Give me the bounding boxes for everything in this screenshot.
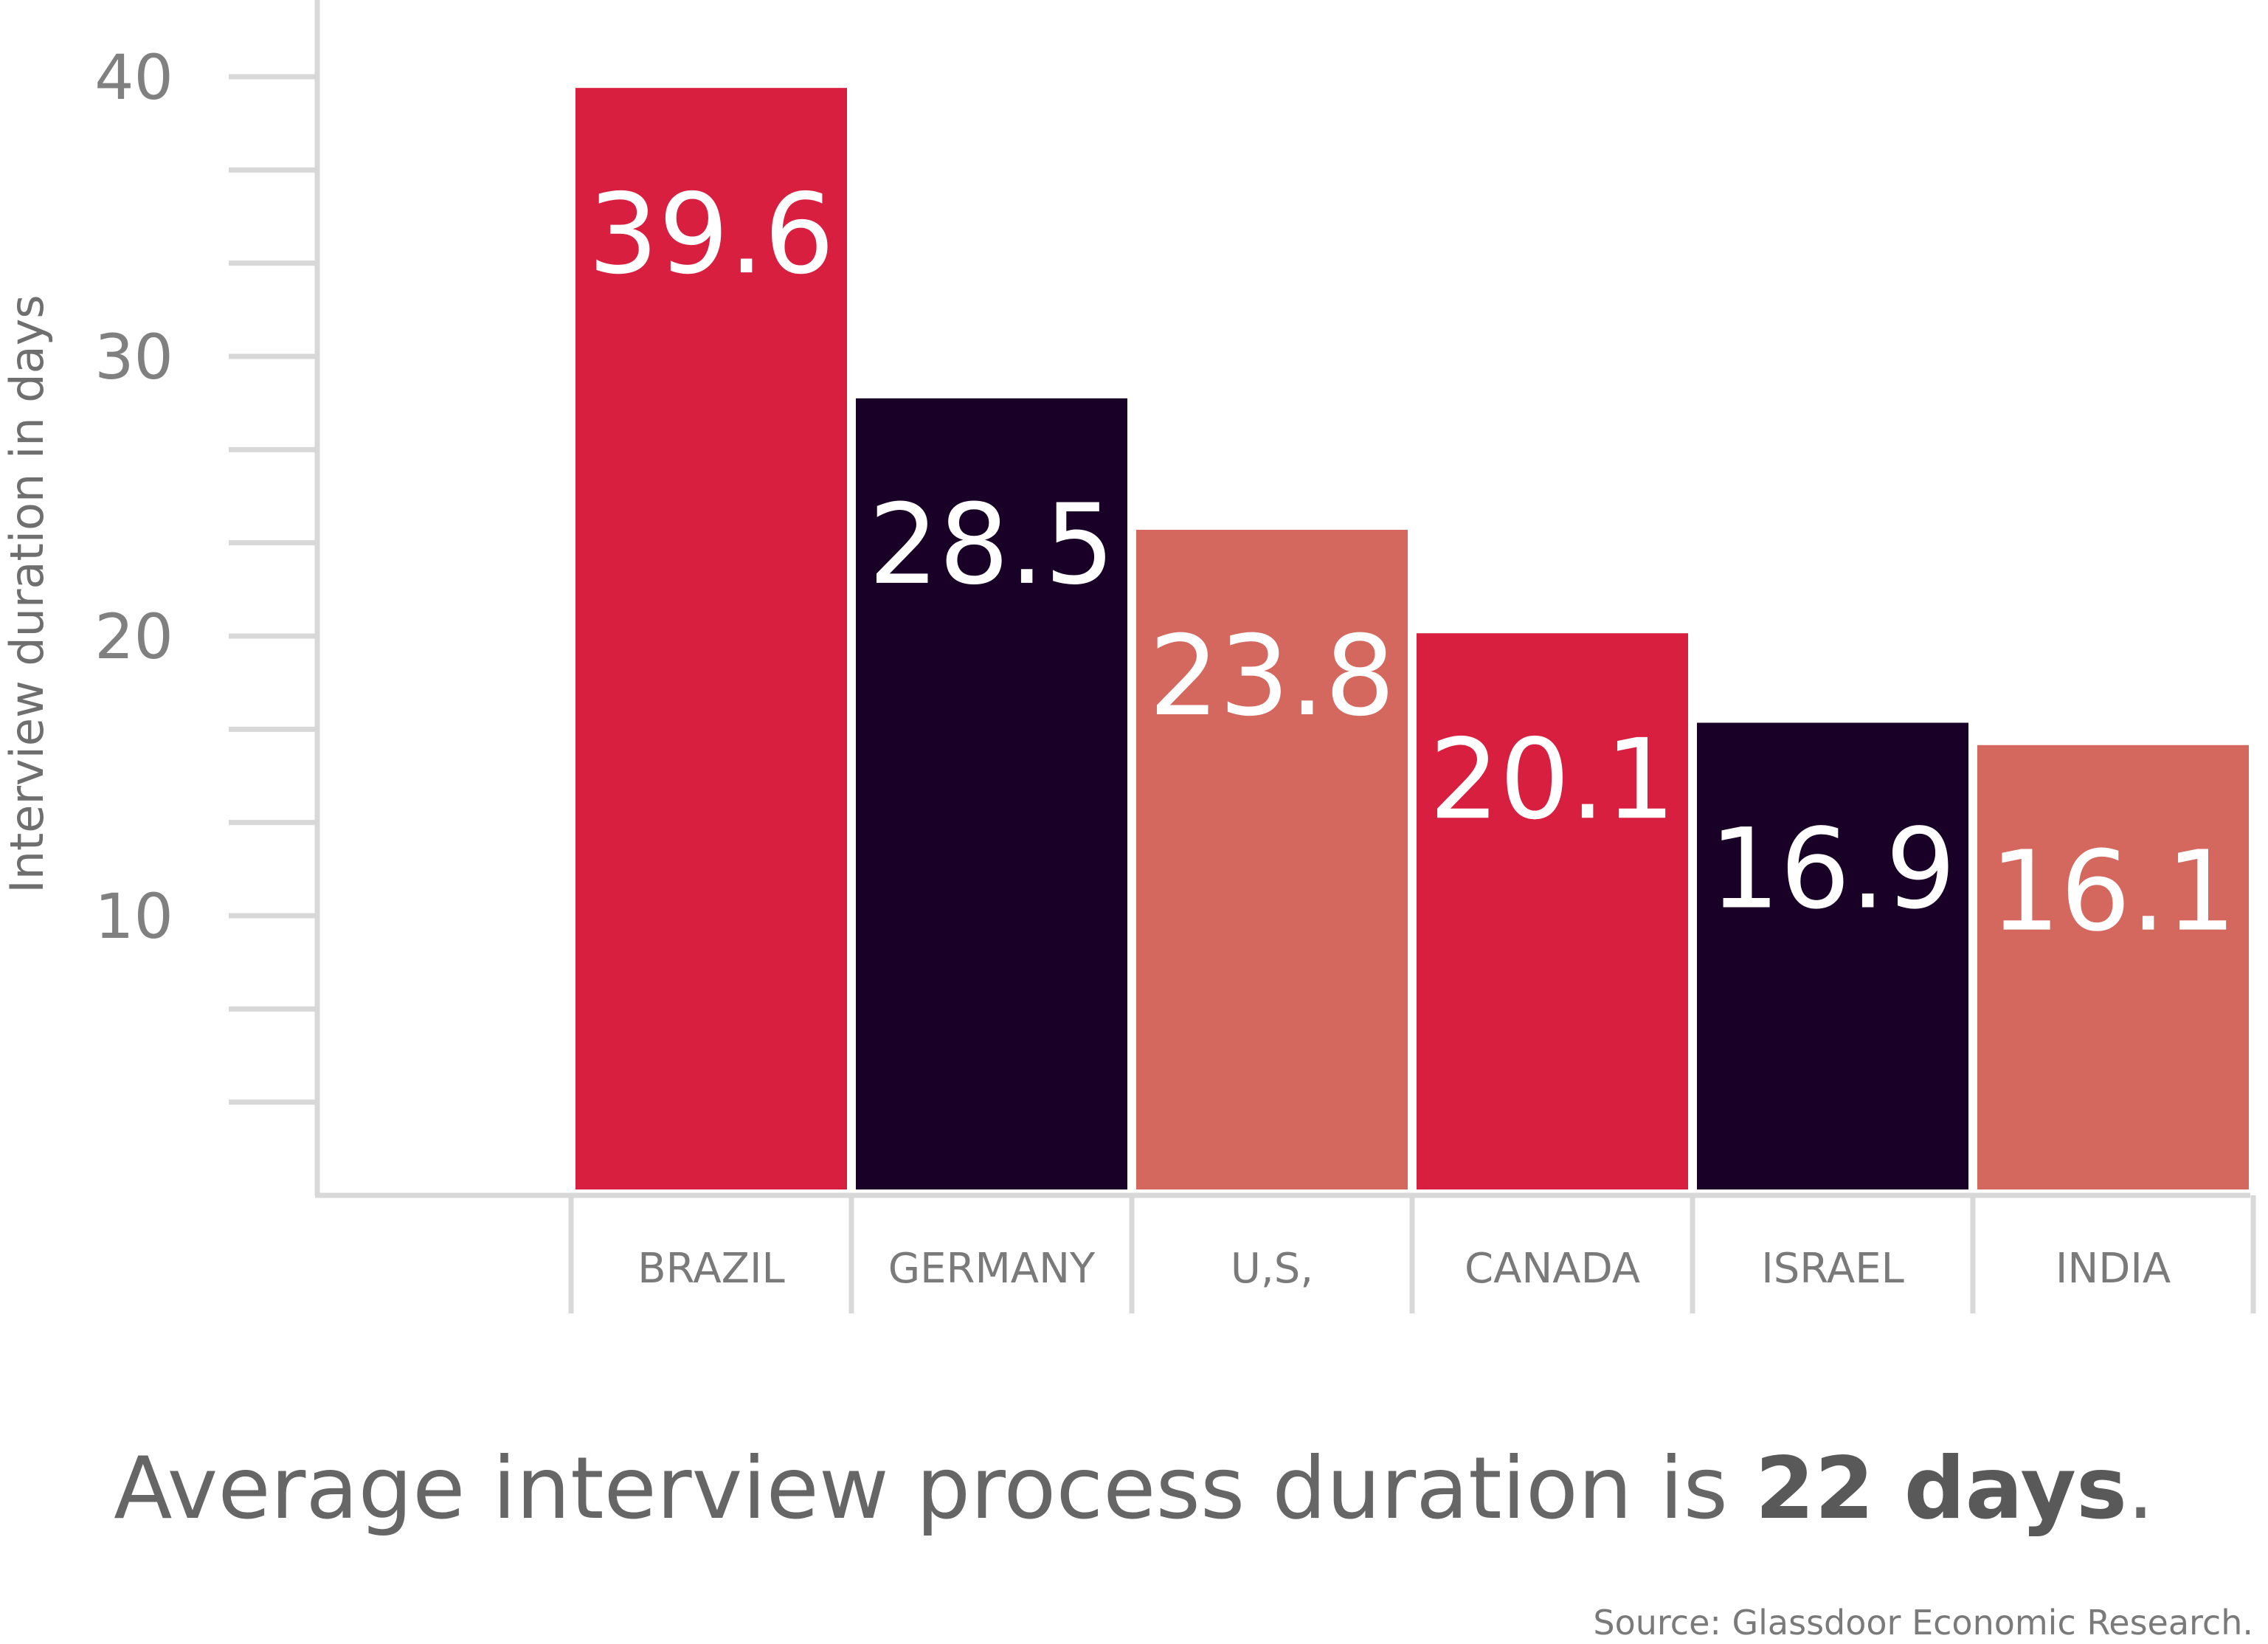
axes — [229, 0, 2256, 1313]
bars — [575, 88, 2249, 1189]
y-tick-label: 10 — [94, 880, 173, 953]
x-tick-label: ISRAEL — [1761, 1245, 1904, 1293]
bar-india — [1977, 745, 2249, 1189]
bar-value-label: 16.9 — [1709, 805, 1956, 933]
bar-value-label: 20.1 — [1429, 716, 1676, 844]
bar-value-label: 39.6 — [588, 170, 834, 299]
caption: Average interview process duration is 22… — [0, 1439, 2268, 1538]
x-tick-label: U,S, — [1231, 1245, 1313, 1293]
bar-israel — [1697, 722, 1968, 1189]
bar-value-label: 16.1 — [1990, 828, 2236, 956]
x-tick-label: BRAZIL — [637, 1245, 784, 1293]
x-tick-label: CANADA — [1465, 1245, 1640, 1293]
bar-us — [1136, 529, 1408, 1189]
source-note: Source: Glassdoor Economic Research. — [1593, 1603, 2253, 1643]
bar-value-label: 23.8 — [1149, 612, 1395, 741]
x-tick-label: GERMANY — [888, 1245, 1096, 1293]
x-tick-label: INDIA — [2056, 1245, 2171, 1293]
bar-value-label: 28.5 — [868, 481, 1115, 609]
labels: 10 20 30 40 Interview duration in days 39.6 BR… — [0, 41, 2236, 1293]
bar-canada — [1417, 633, 1688, 1189]
bar-brazil — [575, 88, 847, 1189]
y-tick-label: 20 — [94, 601, 173, 673]
caption-prefix: Average interview process duration is — [114, 1439, 1755, 1538]
y-axis-label: Interview duration in days — [0, 294, 54, 893]
caption-suffix: . — [2127, 1439, 2154, 1538]
bar-germany — [856, 398, 1127, 1189]
y-tick-label: 30 — [94, 321, 173, 393]
caption-highlight: 22 days — [1754, 1439, 2128, 1538]
y-tick-label: 40 — [94, 41, 173, 114]
